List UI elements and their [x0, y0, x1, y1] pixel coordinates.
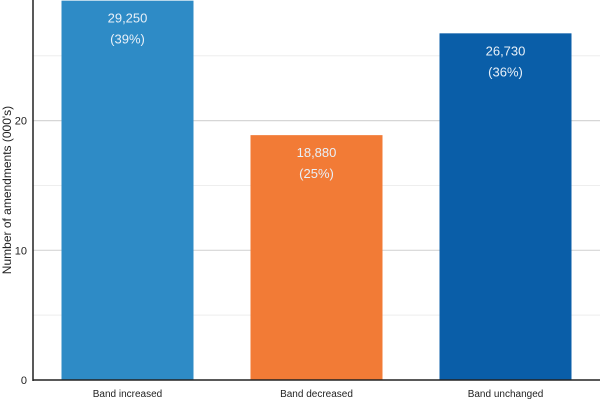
y-tick-label: 0 [21, 375, 27, 387]
y-axis-label: Number of amendments (000's) [0, 106, 14, 274]
percent-label: (36%) [488, 64, 523, 79]
y-tick-label: 10 [15, 245, 27, 257]
x-tick-label: Band unchanged [468, 389, 544, 400]
data-label: 26,730 [486, 43, 526, 58]
bar [61, 0, 194, 380]
data-label: 18,880 [297, 145, 337, 160]
bar [439, 33, 572, 381]
percent-label: (25%) [299, 166, 334, 181]
x-tick-label: Band increased [93, 389, 163, 400]
y-tick-label: 20 [15, 116, 27, 128]
data-label: 29,250 [108, 11, 148, 26]
bar [250, 135, 383, 380]
percent-label: (39%) [110, 32, 145, 47]
x-tick-label: Band decreased [280, 389, 353, 400]
